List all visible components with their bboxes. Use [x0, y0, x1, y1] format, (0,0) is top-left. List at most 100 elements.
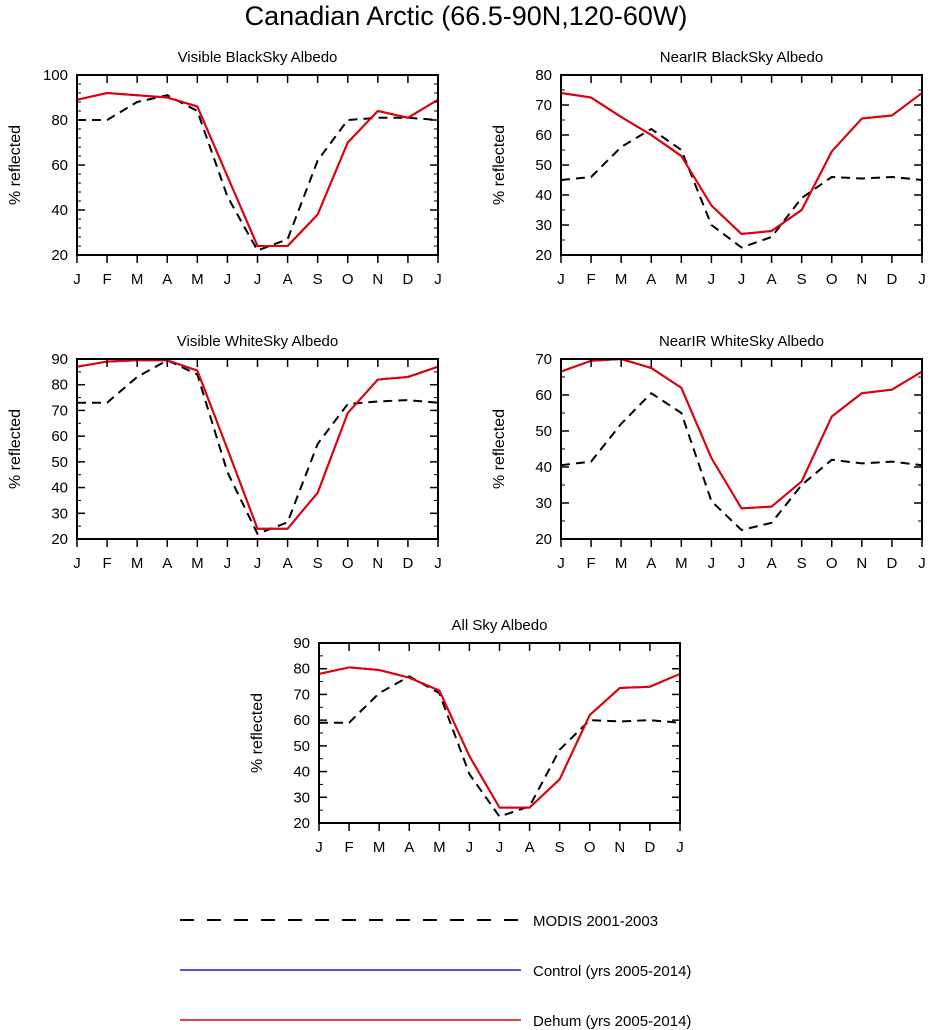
x-tick-label: S: [313, 271, 323, 288]
series-lines: [319, 666, 680, 818]
x-tick-label: F: [102, 271, 111, 288]
series-dehum: [77, 359, 438, 530]
legend-item-modis: MODIS 2001-2003: [180, 913, 658, 930]
y-tick-label: 40: [535, 187, 552, 204]
x-tick-label: M: [191, 271, 204, 288]
y-tick-label: 40: [293, 764, 310, 781]
series-dehum: [319, 666, 680, 809]
x-tick-label: J: [434, 271, 442, 288]
y-tick-label: 60: [535, 127, 552, 144]
panel-4: NearIR WhiteSky Albedo % reflected 20 30 40 5…: [491, 333, 926, 572]
x-tick-label: A: [283, 555, 293, 572]
x-tick-label: D: [644, 839, 655, 856]
x-tick-label: D: [402, 555, 413, 572]
x-tick-label: N: [372, 271, 383, 288]
panel-3: Visible WhiteSky Albedo % reflected 20 30 40…: [7, 333, 442, 572]
x-tick-label: J: [918, 271, 926, 288]
panel-5: All Sky Albedo % reflected 20 30 40 50 60 70 80 9…: [249, 617, 684, 856]
x-tick-label: A: [767, 555, 777, 572]
y-tick-label: 80: [535, 67, 552, 84]
series-lines: [77, 359, 438, 535]
x-tick-label: M: [191, 555, 204, 572]
x-tick-label: J: [918, 555, 926, 572]
y-axis-label: % reflected: [249, 693, 266, 773]
y-tick-label: 80: [293, 661, 310, 678]
x-tick-label: J: [496, 839, 504, 856]
x-tick-label: M: [433, 839, 446, 856]
y-tick-label: 50: [535, 423, 552, 440]
panel-title: All Sky Albedo: [452, 617, 548, 634]
legend-label: MODIS 2001-2003: [533, 913, 658, 930]
y-tick-label: 30: [535, 495, 552, 512]
y-tick-label: 70: [535, 97, 552, 114]
x-tick-label: A: [404, 839, 414, 856]
y-tick-label: 30: [293, 789, 310, 806]
series-control: [561, 358, 922, 510]
x-tick-label: O: [342, 555, 354, 572]
y-axis-label: % reflected: [7, 409, 24, 489]
x-tick-label: N: [614, 839, 625, 856]
x-tick-label: J: [708, 271, 716, 288]
x-tick-label: J: [676, 839, 684, 856]
x-tick-label: M: [675, 271, 688, 288]
x-tick-label: N: [856, 271, 867, 288]
series-modis: [77, 94, 438, 252]
y-axis-label: % reflected: [7, 125, 24, 205]
x-tick-label: D: [886, 555, 897, 572]
y-tick-label: 50: [535, 157, 552, 174]
x-tick-label: J: [434, 555, 442, 572]
x-tick-label: J: [557, 555, 565, 572]
panel-2: NearIR BlackSky Albedo % reflected 20 30 40 5…: [491, 49, 926, 288]
y-axis-label: % reflected: [491, 409, 508, 489]
series-modis: [561, 128, 922, 249]
x-tick-label: J: [466, 839, 474, 856]
series-modis: [319, 675, 680, 818]
y-tick-label: 20: [51, 247, 68, 264]
plot-frame: [560, 358, 923, 540]
panel-title: NearIR WhiteSky Albedo: [659, 333, 824, 350]
chart-panels: Visible BlackSky Albedo % reflected 20 40 60…: [7, 49, 926, 856]
y-axis-label: % reflected: [491, 125, 508, 205]
x-tick-label: S: [555, 839, 565, 856]
x-tick-label: J: [315, 839, 323, 856]
x-tick-label: F: [586, 271, 595, 288]
legend-item-control: Control (yrs 2005-2014): [180, 963, 691, 980]
x-tick-label: J: [73, 555, 81, 572]
x-tick-label: J: [738, 555, 746, 572]
y-tick-label: 20: [535, 531, 552, 548]
x-tick-label: S: [797, 271, 807, 288]
x-tick-label: A: [162, 555, 172, 572]
y-tick-label: 20: [293, 815, 310, 832]
panel-title: NearIR BlackSky Albedo: [660, 49, 823, 66]
plot-frame: [76, 358, 439, 540]
y-tick-label: 80: [51, 377, 68, 394]
x-tick-label: S: [797, 555, 807, 572]
series-modis: [77, 359, 438, 535]
y-tick-label: 40: [535, 459, 552, 476]
legend: MODIS 2001-2003 Control (yrs 2005-2014) De…: [180, 913, 691, 1030]
plot-frame: [560, 74, 923, 256]
y-tick-label: 70: [535, 351, 552, 368]
x-tick-label: J: [708, 555, 716, 572]
x-tick-label: J: [224, 271, 232, 288]
legend-item-dehum: Dehum (yrs 2005-2014): [180, 1013, 691, 1030]
x-tick-label: M: [615, 555, 628, 572]
series-control: [77, 92, 438, 247]
y-tick-label: 90: [293, 635, 310, 652]
x-tick-label: A: [646, 271, 656, 288]
x-tick-label: A: [646, 555, 656, 572]
y-tick-label: 50: [293, 738, 310, 755]
y-tick-label: 40: [51, 480, 68, 497]
x-tick-label: O: [342, 271, 354, 288]
series-dehum: [77, 92, 438, 247]
x-tick-label: F: [102, 555, 111, 572]
series-control: [77, 359, 438, 530]
x-tick-label: A: [525, 839, 535, 856]
y-tick-label: 60: [535, 387, 552, 404]
x-tick-label: J: [73, 271, 81, 288]
panel-1: Visible BlackSky Albedo % reflected 20 40 60…: [7, 49, 442, 288]
x-tick-label: M: [131, 555, 144, 572]
x-tick-label: M: [615, 271, 628, 288]
y-tick-label: 60: [51, 428, 68, 445]
x-tick-label: S: [313, 555, 323, 572]
